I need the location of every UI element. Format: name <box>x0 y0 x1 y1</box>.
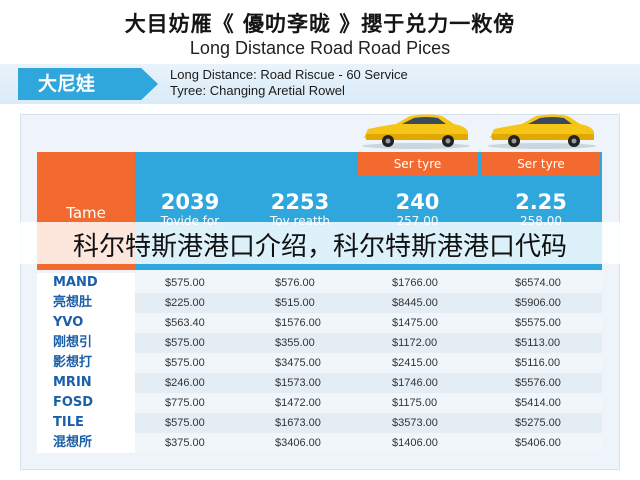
table-cell: $1673.00 <box>275 417 321 429</box>
table-cell: $575.00 <box>165 417 205 429</box>
table-cell: $225.00 <box>165 297 205 309</box>
table-cell: $1472.00 <box>275 397 321 409</box>
caption-text: 科尔特斯港港口介绍，科尔特斯港港口代码 <box>72 232 567 262</box>
table-row: TILE $575.00 $1673.00 $3573.00 $5275.00 <box>37 413 602 433</box>
table-cell: $5406.00 <box>515 437 561 449</box>
page-subtitle: Long Distance Road Road Pices <box>189 38 451 58</box>
row-label: FOSD <box>37 393 135 413</box>
band-line-type: Tyree: Changing Aretial Rowel <box>170 83 345 98</box>
price-table-body: MAND $575.00 $576.00 $1766.00 $6574.00 亮… <box>37 273 602 453</box>
table-cell: $5113.00 <box>515 337 561 349</box>
table-cell: $5906.00 <box>515 297 561 309</box>
col-4-service-type: Ser tyre <box>482 152 600 176</box>
table-cell: $1576.00 <box>275 317 321 329</box>
col-1-big-number: 2039 <box>160 190 220 214</box>
table-cell: $575.00 <box>165 337 205 349</box>
row-label: YVO <box>37 313 135 333</box>
table-cell: $246.00 <box>165 377 205 389</box>
table-row: 亮想肚 $225.00 $515.00 $8445.00 $5906.00 <box>37 293 602 313</box>
table-cell: $563.40 <box>165 317 205 329</box>
row-label: MRIN <box>37 373 135 393</box>
table-cell: $1746.00 <box>392 377 438 389</box>
table-cell: $1475.00 <box>392 317 438 329</box>
taxi-car-icon <box>488 114 596 149</box>
table-cell: $3573.00 <box>392 417 438 429</box>
table-row: 混想所 $375.00 $3406.00 $1406.00 $5406.00 <box>37 433 602 453</box>
col-3-big-number: 240 <box>395 190 440 214</box>
row-label: MAND <box>37 273 135 293</box>
table-row: MAND $575.00 $576.00 $1766.00 $6574.00 <box>37 273 602 293</box>
table-cell: $355.00 <box>275 337 315 349</box>
table-row: 刚想引 $575.00 $355.00 $1172.00 $5113.00 <box>37 333 602 353</box>
table-cell: $775.00 <box>165 397 205 409</box>
table-header-name-label: Tame <box>66 204 106 222</box>
table-cell: $8445.00 <box>392 297 438 309</box>
table-cell: $5414.00 <box>515 397 561 409</box>
band-tag: 大尼娃 <box>18 68 158 100</box>
table-cell: $375.00 <box>165 437 205 449</box>
table-row: FOSD $775.00 $1472.00 $1175.00 $5414.00 <box>37 393 602 413</box>
table-cell: $1172.00 <box>392 337 438 349</box>
table-cell: $575.00 <box>165 277 205 289</box>
col-3-service-type: Ser tyre <box>357 152 478 176</box>
table-cell: $5275.00 <box>515 417 561 429</box>
caption-overlay: 科尔特斯港港口介绍，科尔特斯港港口代码 <box>0 222 640 264</box>
row-label: 亮想肚 <box>37 293 135 313</box>
table-cell: $1766.00 <box>392 277 438 289</box>
col-2-big-number: 2253 <box>270 190 330 214</box>
table-cell: $515.00 <box>275 297 315 309</box>
table-cell: $1406.00 <box>392 437 438 449</box>
table-cell: $2415.00 <box>392 357 438 369</box>
table-row: YVO $563.40 $1576.00 $1475.00 $5575.00 <box>37 313 602 333</box>
table-cell: $6574.00 <box>515 277 561 289</box>
table-cell: $1175.00 <box>392 397 438 409</box>
taxi-car-icon <box>362 114 470 149</box>
table-row: MRIN $246.00 $1573.00 $1746.00 $5576.00 <box>37 373 602 393</box>
table-cell: $3406.00 <box>275 437 321 449</box>
row-label: TILE <box>37 413 135 433</box>
table-cell: $1573.00 <box>275 377 321 389</box>
table-cell: $576.00 <box>275 277 315 289</box>
band-line-distance: Long Distance: Road Riscue - 60 Service <box>170 67 408 82</box>
row-label: 刚想引 <box>37 333 135 353</box>
table-cell: $3475.00 <box>275 357 321 369</box>
col-4-big-number: 2.25 <box>515 190 567 214</box>
table-cell: $575.00 <box>165 357 205 369</box>
table-cell: $5575.00 <box>515 317 561 329</box>
table-row: 影想打 $575.00 $3475.00 $2415.00 $5116.00 <box>37 353 602 373</box>
row-label: 混想所 <box>37 433 135 453</box>
page-title: 大目妨雁《 優叻斈昽 》攖于兑力一敉傍 <box>124 12 516 36</box>
table-cell: $5576.00 <box>515 377 561 389</box>
row-label: 影想打 <box>37 353 135 373</box>
table-cell: $5116.00 <box>515 357 561 369</box>
